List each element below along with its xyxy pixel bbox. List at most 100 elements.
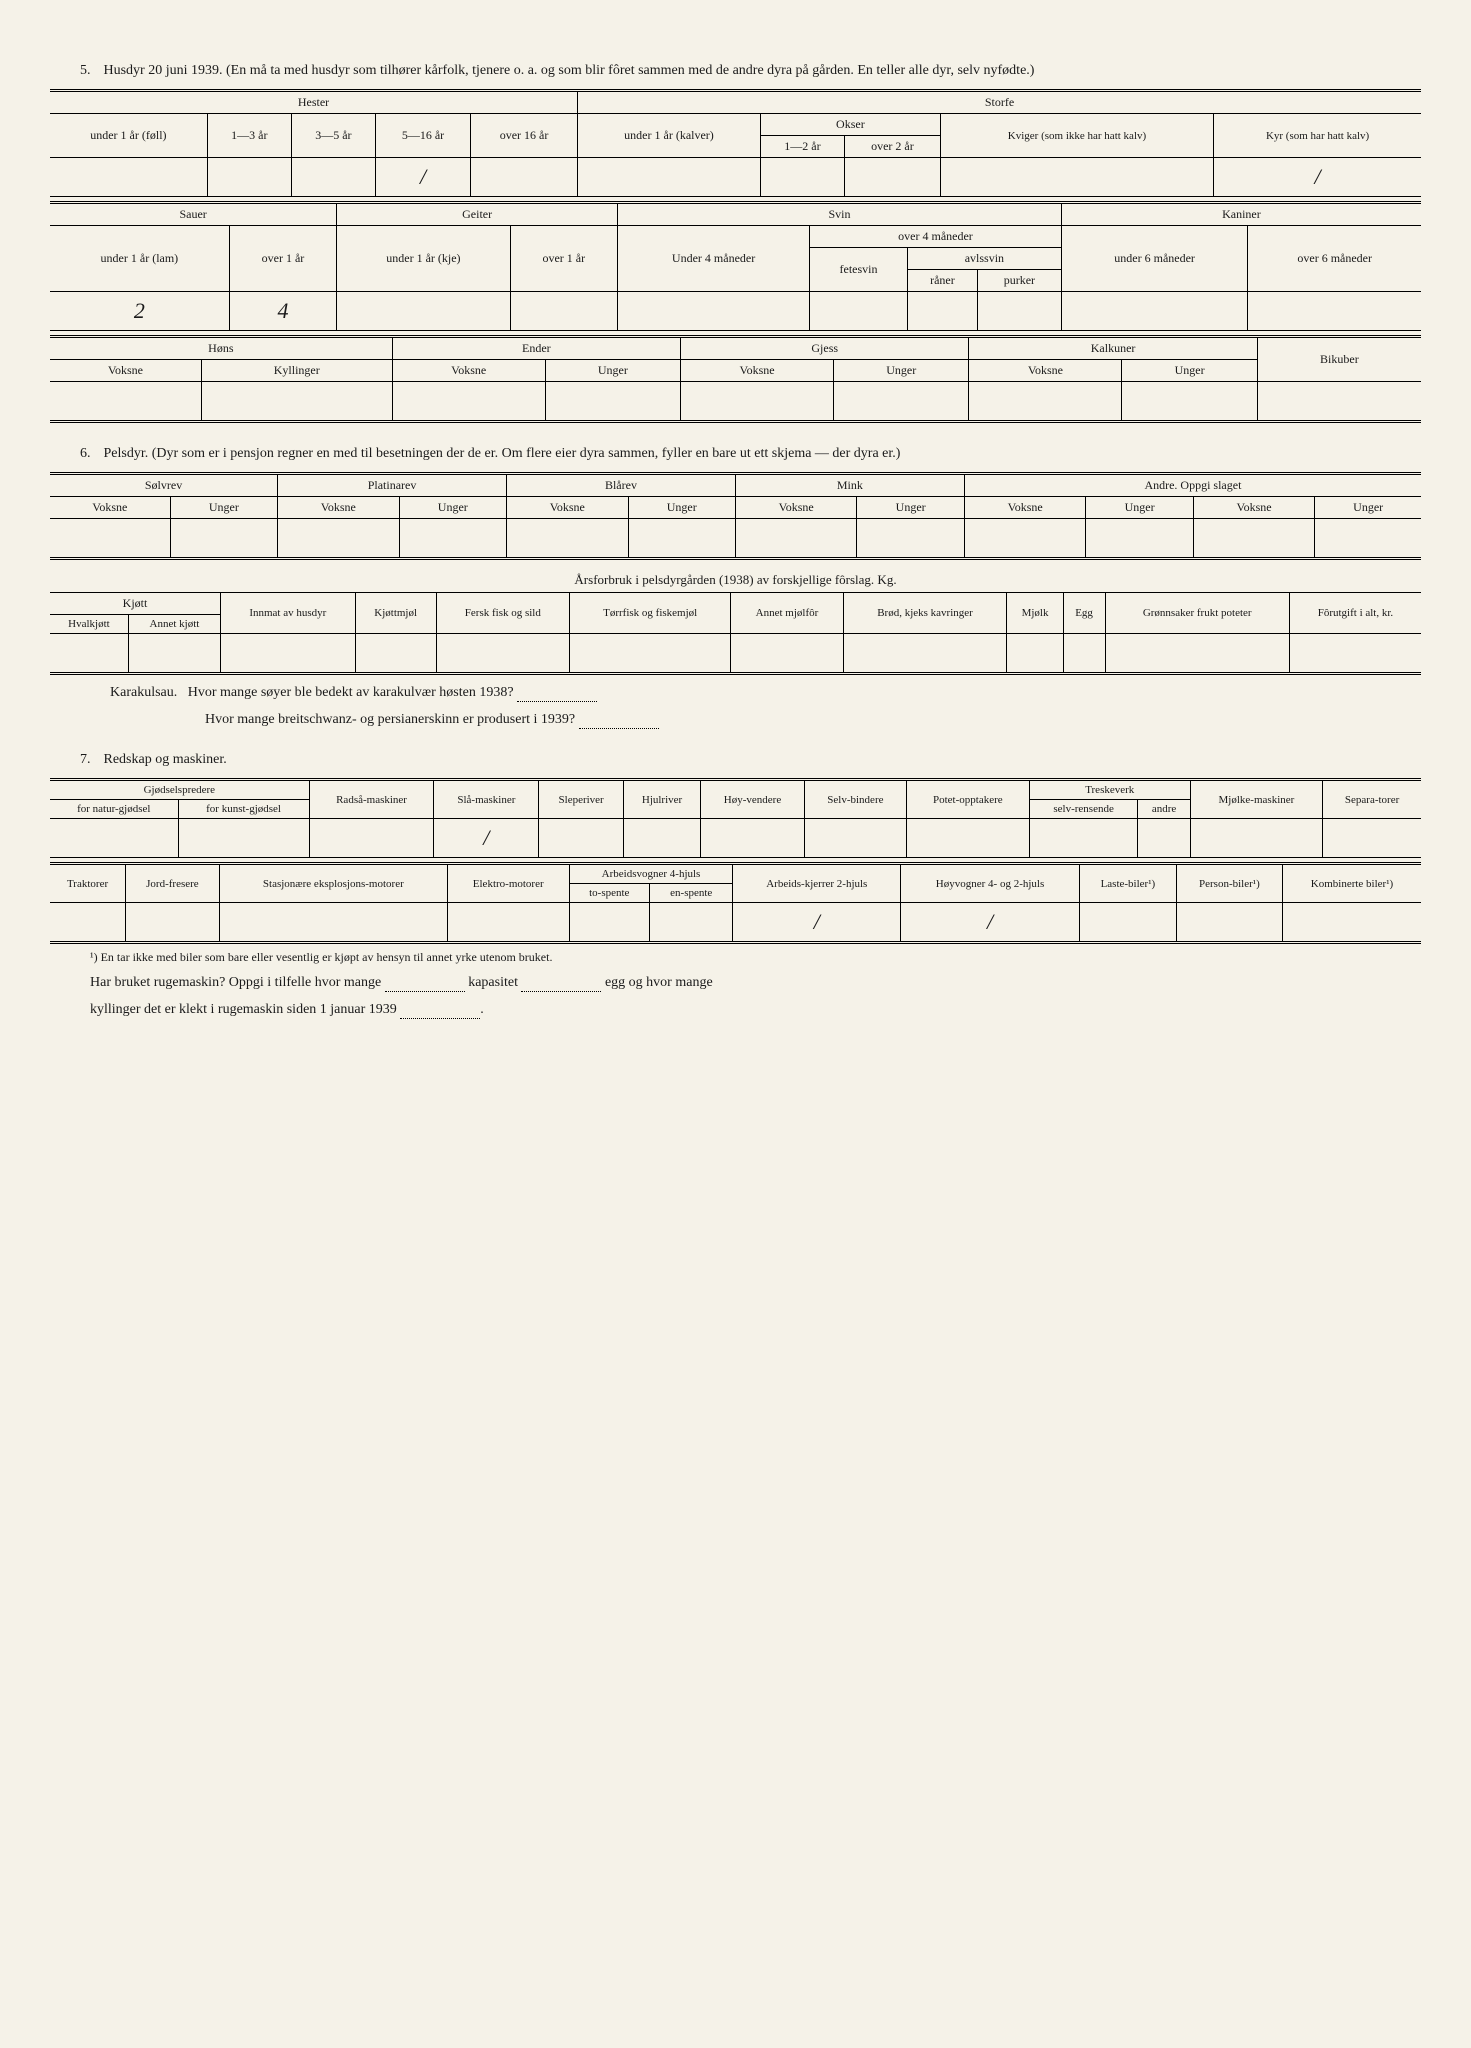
- table-pelsdyr: Sølvrev Platinarev Blårev Mink Andre. Op…: [50, 472, 1421, 560]
- hdr-solvrev: Sølvrev: [50, 474, 278, 497]
- cell: [309, 819, 434, 858]
- hdr-voksne: Voksne: [681, 360, 834, 382]
- cell: [392, 382, 545, 422]
- hdr-natur: for natur-gjødsel: [50, 800, 178, 819]
- cell: [569, 634, 730, 674]
- q2: kyllinger det er klekt i rugemaskin side…: [90, 1002, 397, 1017]
- table-arsforbruk: Kjøtt Innmat av husdyr Kjøttmjøl Fersk f…: [50, 592, 1421, 675]
- hdr-over1-a: over 1 år: [229, 226, 336, 292]
- hdr-ender: Ender: [392, 337, 680, 360]
- hdr-over16: over 16 år: [471, 114, 578, 158]
- hdr-mjolke: Mjølke-maskiner: [1190, 780, 1323, 819]
- hdr-over4m: over 4 måneder: [810, 226, 1062, 248]
- cell: [681, 382, 834, 422]
- hdr-annetmjolfor: Annet mjølfôr: [731, 593, 843, 634]
- hdr-andre: andre: [1138, 800, 1190, 819]
- cell: [399, 519, 506, 559]
- hdr-gjodsel: Gjødselspredere: [50, 780, 309, 800]
- hdr-over1-b: over 1 år: [510, 226, 617, 292]
- cell: [731, 634, 843, 674]
- q1b: kapasitet: [468, 975, 518, 990]
- cell: [1315, 519, 1421, 559]
- cell: [628, 519, 735, 559]
- cell: [964, 519, 1086, 559]
- hdr-under4m: Under 4 måneder: [618, 226, 810, 292]
- cell: [50, 819, 178, 858]
- hdr-sleperiver: Sleperiver: [539, 780, 624, 819]
- hdr-sla: Slå-maskiner: [434, 780, 539, 819]
- cell: [857, 519, 964, 559]
- cell: [701, 819, 805, 858]
- hdr-blarev: Blårev: [507, 474, 736, 497]
- hdr-voksne: Voksne: [50, 497, 170, 519]
- cell: [1323, 819, 1421, 858]
- hdr-gjess: Gjess: [681, 337, 969, 360]
- karakul-q1: Karakulsau. Hvor mange søyer ble bedekt …: [110, 685, 1421, 702]
- hdr-fetesvin: fetesvin: [810, 248, 908, 292]
- hdr-sauer: Sauer: [50, 203, 337, 226]
- cell: [170, 519, 277, 559]
- rugemaskin-q1: Har bruket rugemaskin? Oppgi i tilfelle …: [90, 975, 1421, 992]
- cell: [578, 158, 761, 197]
- hdr-elektro: Elektro-motorer: [447, 864, 569, 903]
- karakul-q2-text: Hvor mange breitschwanz- og persianerski…: [205, 712, 575, 727]
- hdr-torrfisk: Tørrfisk og fiskemjøl: [569, 593, 730, 634]
- cell: [128, 634, 220, 674]
- blank-line: [517, 685, 597, 702]
- hdr-over2: over 2 år: [845, 136, 941, 158]
- hdr-person: Person-biler¹): [1176, 864, 1282, 903]
- hdr-ferskfisk: Fersk fisk og sild: [436, 593, 569, 634]
- cell: [1193, 519, 1315, 559]
- section5-num: 5.: [80, 60, 100, 81]
- cell: [569, 903, 649, 943]
- cell: [510, 292, 617, 331]
- cell: [545, 382, 680, 422]
- cell: [618, 292, 810, 331]
- hdr-svin: Svin: [618, 203, 1062, 226]
- cell: [507, 519, 629, 559]
- hdr-over6m: over 6 måneder: [1248, 226, 1421, 292]
- hdr-kunst: for kunst-gjødsel: [178, 800, 309, 819]
- cell: [278, 519, 400, 559]
- hdr-annetkjott: Annet kjøtt: [128, 615, 220, 634]
- cell: [760, 158, 844, 197]
- section6-title: Pelsdyr. (Dyr som er i pensjon regner en…: [104, 446, 901, 461]
- hdr-arbeidskjerrer: Arbeids-kjerrer 2-hjuls: [733, 864, 901, 903]
- cell: [201, 382, 392, 422]
- cell: [337, 292, 510, 331]
- cell: [539, 819, 624, 858]
- hdr-potet: Potet-opptakere: [906, 780, 1029, 819]
- blank-line: [521, 975, 601, 992]
- hdr-unger: Unger: [1122, 360, 1257, 382]
- q1c: egg og hvor mange: [605, 975, 713, 990]
- hdr-under1-kje: under 1 år (kje): [337, 226, 510, 292]
- cell: [810, 292, 908, 331]
- karakul-label: Karakulsau.: [110, 685, 177, 700]
- cell: [623, 819, 700, 858]
- cell: [50, 903, 126, 943]
- hdr-hvalkjott: Hvalkjøtt: [50, 615, 128, 634]
- section7-num: 7.: [80, 749, 100, 770]
- cell: [1282, 903, 1421, 943]
- hdr-bikuber: Bikuber: [1257, 337, 1421, 382]
- hdr-under6m: under 6 måneder: [1061, 226, 1248, 292]
- hdr-stasjonaere: Stasjonære eksplosjons-motorer: [219, 864, 447, 903]
- cell: /: [434, 819, 539, 858]
- hdr-voksne: Voksne: [735, 497, 857, 519]
- hdr-avlssvin: avlssvin: [907, 248, 1061, 270]
- cell: 2: [50, 292, 229, 331]
- section6-num: 6.: [80, 443, 100, 464]
- hdr-purker: purker: [977, 270, 1061, 292]
- hdr-voksne: Voksne: [964, 497, 1086, 519]
- hdr-voksne: Voksne: [50, 360, 201, 382]
- cell: [50, 519, 170, 559]
- hdr-1-3: 1—3 år: [207, 114, 291, 158]
- hdr-traktorer: Traktorer: [50, 864, 126, 903]
- cell: [447, 903, 569, 943]
- cell: /: [901, 903, 1080, 943]
- hdr-kjott: Kjøtt: [50, 593, 220, 615]
- hdr-storfe: Storfe: [578, 91, 1421, 114]
- hdr-jordfresere: Jord-fresere: [126, 864, 220, 903]
- hdr-kombinerte: Kombinerte biler¹): [1282, 864, 1421, 903]
- hdr-gronnsaker: Grønnsaker frukt poteter: [1105, 593, 1289, 634]
